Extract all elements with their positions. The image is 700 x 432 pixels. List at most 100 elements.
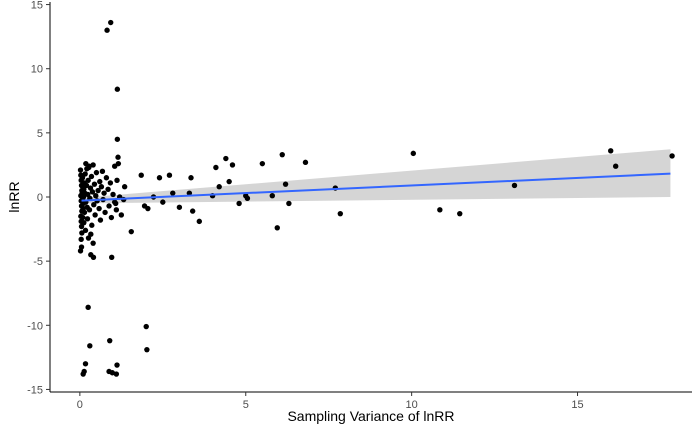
x-tick-label: 15 xyxy=(571,399,583,411)
data-point xyxy=(511,182,518,189)
data-point xyxy=(138,172,144,178)
data-point xyxy=(93,169,100,176)
y-axis-ticks: -15 -10 -5 0 5 10 15 xyxy=(27,0,50,396)
x-axis-title: Sampling Variance of lnRR xyxy=(287,408,454,424)
data-point xyxy=(90,162,96,168)
data-point xyxy=(85,177,91,184)
data-point xyxy=(282,181,289,187)
data-point xyxy=(85,304,91,311)
y-tick-label: 5 xyxy=(37,128,43,140)
data-point xyxy=(110,191,116,198)
data-point xyxy=(337,210,344,217)
data-point xyxy=(286,200,292,207)
data-point xyxy=(269,193,275,199)
data-point xyxy=(101,190,107,196)
y-tick-label: -5 xyxy=(33,256,43,268)
data-point xyxy=(115,160,122,167)
data-point xyxy=(111,199,118,205)
x-tick-label: 5 xyxy=(243,399,249,411)
data-point xyxy=(108,214,115,221)
data-point xyxy=(92,212,98,218)
data-point xyxy=(82,227,89,234)
data-point xyxy=(78,236,84,243)
data-point xyxy=(87,343,93,349)
data-point xyxy=(118,212,125,218)
y-tick-label: 10 xyxy=(31,64,43,76)
data-point xyxy=(106,203,112,209)
data-point xyxy=(114,177,120,184)
data-point xyxy=(77,167,84,173)
data-point xyxy=(186,190,193,196)
data-point xyxy=(669,153,675,159)
data-point xyxy=(160,199,166,205)
data-point xyxy=(302,159,309,166)
data-point xyxy=(144,346,150,353)
data-point xyxy=(97,178,103,185)
data-point xyxy=(91,181,98,187)
data-point xyxy=(102,209,108,216)
data-point xyxy=(113,207,120,213)
data-point xyxy=(95,187,101,194)
confidence-ribbon-layer xyxy=(81,149,671,204)
data-point xyxy=(114,136,121,142)
data-point xyxy=(97,217,104,223)
data-point xyxy=(81,219,87,226)
data-point xyxy=(226,178,232,185)
data-point xyxy=(143,323,149,330)
data-point xyxy=(279,151,285,158)
data-point xyxy=(80,214,86,221)
fit-line xyxy=(81,172,671,202)
data-point xyxy=(104,27,110,33)
data-point xyxy=(176,204,183,210)
y-axis-title: lnRR xyxy=(6,181,22,212)
data-point xyxy=(86,164,92,171)
data-point xyxy=(96,205,102,212)
data-point xyxy=(166,172,173,178)
data-point xyxy=(608,148,614,154)
data-point xyxy=(79,175,86,181)
data-point xyxy=(93,193,99,199)
data-point xyxy=(103,175,110,181)
data-point xyxy=(128,228,134,235)
data-point xyxy=(156,175,163,181)
fit-line-layer xyxy=(81,172,671,202)
data-point xyxy=(83,182,90,189)
data-point xyxy=(89,189,96,195)
x-tick-label: 0 xyxy=(77,399,83,411)
data-point xyxy=(223,155,229,162)
data-point xyxy=(83,160,89,167)
data-point xyxy=(437,207,443,213)
data-point xyxy=(259,160,266,167)
x-tick-label: 10 xyxy=(406,399,418,411)
data-point xyxy=(99,168,106,175)
y-tick-label: -10 xyxy=(27,320,43,332)
y-tick-label: 15 xyxy=(31,0,43,12)
data-point xyxy=(105,186,111,193)
data-point xyxy=(98,184,105,190)
data-point xyxy=(90,254,97,260)
x-axis-ticks: 0 5 10 15 xyxy=(77,392,584,411)
data-point xyxy=(236,200,242,207)
data-point xyxy=(86,207,93,213)
data-point xyxy=(107,180,114,186)
data-points-layer xyxy=(77,19,675,377)
data-point xyxy=(229,162,236,168)
data-point xyxy=(196,218,203,225)
data-point xyxy=(188,175,194,181)
data-point xyxy=(90,240,96,246)
data-point xyxy=(113,371,120,377)
data-point xyxy=(114,86,121,92)
data-point xyxy=(89,222,95,228)
data-point xyxy=(274,225,280,231)
data-point xyxy=(88,173,95,180)
data-point xyxy=(91,201,97,208)
data-point xyxy=(80,371,86,377)
data-point xyxy=(82,171,88,177)
data-point xyxy=(170,190,176,196)
data-point xyxy=(216,184,222,190)
data-point xyxy=(77,248,84,254)
data-point xyxy=(457,210,463,217)
data-point xyxy=(213,164,219,171)
data-point xyxy=(121,184,128,190)
